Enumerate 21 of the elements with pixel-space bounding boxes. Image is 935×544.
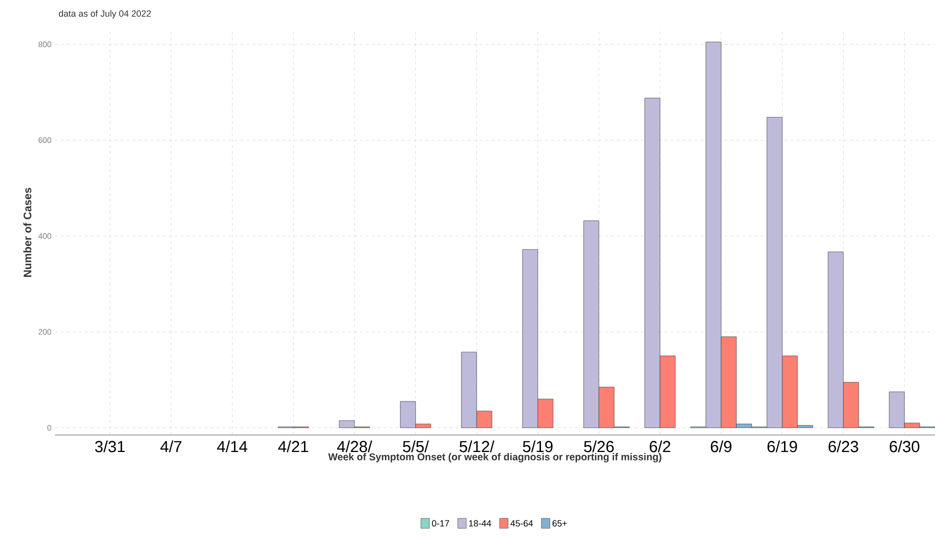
x-axis-title: Week of Symptom Onset (or week of diagnosis or reporting if missing) (328, 453, 662, 462)
chart-title: data as of July 04 2022 (58, 10, 151, 18)
legend-label: 18-44 (469, 520, 492, 527)
legend-label: 0-17 (432, 520, 450, 527)
x-tick-label: 3/31 (95, 440, 125, 452)
x-tick-label: 4/14 (217, 440, 248, 452)
legend-label: 65+ (552, 520, 567, 527)
x-tick-label: 4/21 (278, 440, 308, 452)
y-axis-title: Number of Cases (23, 188, 32, 277)
x-tick-label: 5/12/ (460, 440, 494, 452)
x-tick-label: 5/26 (584, 440, 614, 452)
x-tick-label: 6/30 (890, 440, 920, 452)
x-tick-label: 6/19 (768, 440, 797, 452)
x-tick-label: 4/7 (160, 440, 182, 452)
x-tick-label: 6/23 (828, 440, 858, 452)
x-tick-label: 5/5/ (402, 440, 429, 452)
legend-label: 45-64 (510, 520, 533, 527)
x-tick-label: 6/2 (650, 440, 670, 452)
x-tick-label: 6/9 (710, 440, 732, 452)
x-tick-label: 4/28/ (337, 440, 372, 452)
x-tick-label: 5/19 (522, 440, 553, 452)
